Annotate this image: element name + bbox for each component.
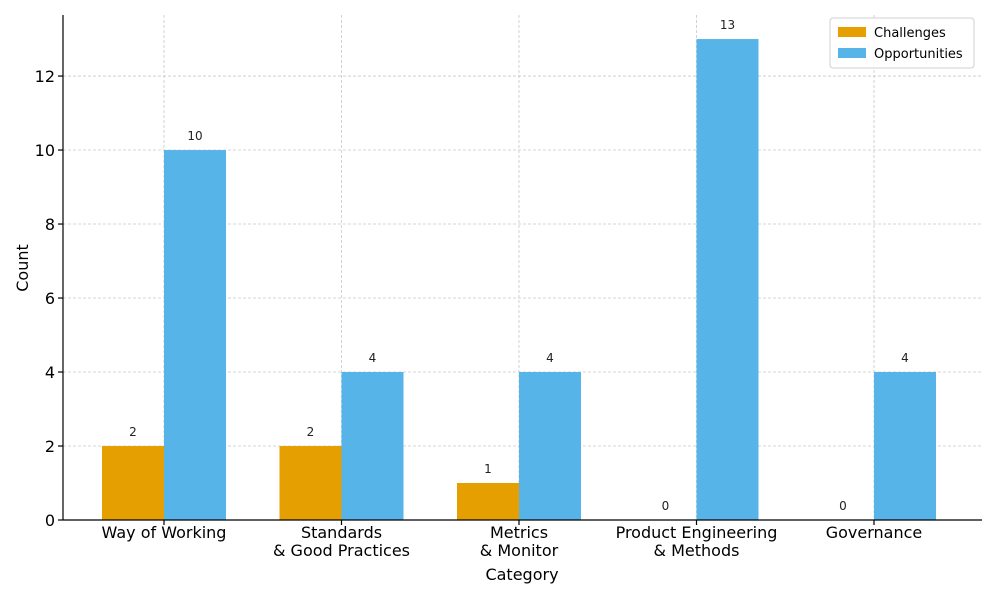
x-tick-label: Way of Working bbox=[102, 523, 227, 542]
x-tick-label-line: & Monitor bbox=[480, 541, 559, 560]
x-tick-labels: Way of Working Standards & Good Practices M… bbox=[102, 520, 923, 560]
data-label: 0 bbox=[662, 499, 670, 513]
data-label: 10 bbox=[187, 129, 202, 143]
bar-challenges bbox=[457, 483, 519, 520]
data-label: 0 bbox=[839, 499, 847, 513]
x-tick-label-line: Metrics bbox=[490, 523, 548, 542]
axes bbox=[62, 15, 982, 521]
x-tick-label-line: Standards bbox=[301, 523, 382, 542]
x-tick-label: Product Engineering & Methods bbox=[616, 523, 778, 560]
bar-challenges bbox=[279, 446, 342, 520]
x-tick-label-line: & Methods bbox=[654, 541, 740, 560]
data-label: 2 bbox=[129, 425, 137, 439]
x-tick-label-line: Way of Working bbox=[102, 523, 227, 542]
y-tick-label: 8 bbox=[45, 215, 55, 234]
y-tick-label: 6 bbox=[45, 289, 55, 308]
data-label: 1 bbox=[484, 462, 492, 476]
x-tick-label-line: Governance bbox=[826, 523, 923, 542]
x-axis-label: Category bbox=[485, 565, 558, 584]
legend: Challenges Opportunities bbox=[829, 17, 975, 69]
bar-opportunities bbox=[696, 39, 759, 521]
data-label: 4 bbox=[901, 351, 909, 365]
x-tick-label: Metrics & Monitor bbox=[480, 523, 559, 560]
y-tick-label: 0 bbox=[45, 511, 55, 530]
x-tick-label: Standards & Good Practices bbox=[273, 523, 410, 560]
bar-opportunities bbox=[874, 372, 936, 520]
y-tick-label: 10 bbox=[35, 141, 55, 160]
data-label: 2 bbox=[307, 425, 315, 439]
legend-label-opportunities: Opportunities bbox=[874, 47, 963, 62]
data-label: 13 bbox=[720, 18, 735, 32]
data-label: 4 bbox=[369, 351, 377, 365]
x-tick-label-line: & Good Practices bbox=[273, 541, 410, 560]
data-label: 4 bbox=[546, 351, 554, 365]
y-tick-labels: 0 2 4 6 8 10 12 bbox=[35, 67, 63, 530]
bars bbox=[102, 39, 936, 521]
y-axis-label: Count bbox=[13, 244, 32, 292]
bar-challenges bbox=[102, 446, 164, 520]
legend-label-challenges: Challenges bbox=[874, 26, 946, 41]
bar-opportunities bbox=[519, 372, 581, 520]
legend-swatch-challenges bbox=[838, 27, 866, 37]
y-tick-label: 2 bbox=[45, 437, 55, 456]
bar-opportunities bbox=[341, 372, 404, 520]
y-tick-label: 12 bbox=[35, 67, 55, 86]
x-tick-label-line: Product Engineering bbox=[616, 523, 778, 542]
legend-swatch-opportunities bbox=[838, 48, 866, 58]
x-tick-label: Governance bbox=[826, 523, 923, 542]
bar-opportunities bbox=[164, 150, 226, 521]
y-tick-label: 4 bbox=[45, 363, 55, 382]
